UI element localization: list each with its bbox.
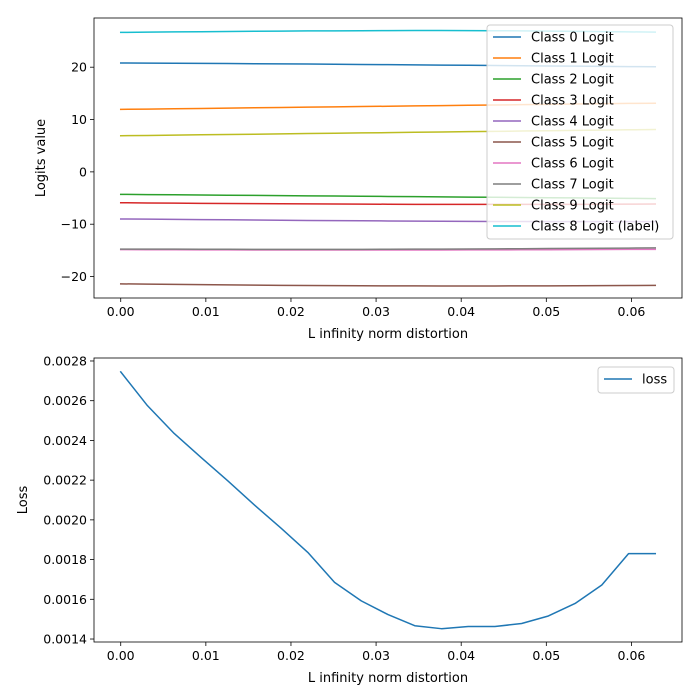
y-tick-label: 0.0028 bbox=[43, 353, 87, 368]
logits-x-ticks: 0.00 0.01 0.02 0.03 0.04 0.05 0.06 bbox=[107, 298, 646, 319]
loss-legend: loss bbox=[597, 366, 675, 394]
y-tick-label: 0 bbox=[79, 164, 87, 179]
x-tick-label: 0.06 bbox=[618, 304, 646, 319]
legend-label: Class 1 Logit bbox=[531, 52, 614, 67]
loss-y-ticks: 0.0014 0.0016 0.0018 0.0020 0.0022 0.0024 0.00… bbox=[43, 353, 94, 647]
logits-legend: Class 0 Logit Class 1 Logit Class 2 Logit C… bbox=[486, 24, 674, 240]
loss-chart: 0.00 0.01 0.02 0.03 0.04 0.05 0.06 0.00140.001… bbox=[16, 353, 683, 686]
x-tick-label: 0.00 bbox=[107, 648, 135, 663]
y-tick-label: 0.0014 bbox=[43, 632, 87, 647]
y-tick-label: 0.0016 bbox=[43, 592, 87, 607]
logits-x-axis-label: L infinity norm distortion bbox=[308, 327, 468, 342]
y-tick-label: 0.0018 bbox=[43, 552, 87, 567]
legend-label: Class 0 Logit bbox=[531, 31, 614, 46]
x-tick-label: 0.01 bbox=[192, 304, 220, 319]
legend-label: Class 5 Logit bbox=[531, 136, 614, 151]
series-line-class-7-logit bbox=[119, 247, 657, 251]
legend-label: Class 4 Logit bbox=[531, 115, 614, 130]
x-tick-label: 0.05 bbox=[532, 648, 560, 663]
x-tick-label: 0.06 bbox=[618, 648, 646, 663]
legend-label: Class 3 Logit bbox=[531, 94, 614, 109]
series-line-class-5-logit bbox=[119, 283, 657, 287]
x-tick-label: 0.03 bbox=[362, 648, 390, 663]
y-tick-label: 0.0024 bbox=[43, 433, 87, 448]
y-tick-label: 10 bbox=[71, 112, 87, 127]
x-tick-label: 0.02 bbox=[277, 304, 305, 319]
loss-x-ticks: 0.00 0.01 0.02 0.03 0.04 0.05 0.06 bbox=[107, 642, 646, 663]
loss-x-axis-label: L infinity norm distortion bbox=[308, 671, 468, 686]
series-line-loss bbox=[119, 370, 657, 630]
x-tick-label: 0.04 bbox=[447, 648, 475, 663]
y-tick-label: 0.0020 bbox=[43, 512, 87, 527]
legend-label: Class 9 Logit bbox=[531, 199, 614, 214]
legend-label: Class 7 Logit bbox=[531, 178, 614, 193]
y-tick-label: −10 bbox=[61, 217, 87, 232]
loss-plot-frame bbox=[93, 357, 683, 643]
logits-y-ticks: −20 −10 0 10 20 bbox=[61, 60, 94, 284]
x-tick-label: 0.01 bbox=[192, 648, 220, 663]
y-tick-label: −20 bbox=[61, 269, 87, 284]
y-tick-label: 20 bbox=[71, 60, 87, 75]
y-tick-label: 0.0026 bbox=[43, 393, 87, 408]
legend-label: Class 6 Logit bbox=[531, 157, 614, 172]
logits-plot-frame bbox=[93, 17, 683, 299]
logits-y-axis-label: Logits value bbox=[34, 119, 49, 197]
x-tick-label: 0.00 bbox=[107, 304, 135, 319]
x-tick-label: 0.02 bbox=[277, 648, 305, 663]
legend-label: Class 2 Logit bbox=[531, 73, 614, 88]
loss-y-axis-label: Loss bbox=[16, 486, 31, 515]
x-tick-label: 0.05 bbox=[532, 304, 560, 319]
x-tick-label: 0.03 bbox=[362, 304, 390, 319]
legend-box bbox=[486, 24, 674, 240]
legend-box bbox=[597, 366, 675, 394]
legend-label: Class 8 Logit (label) bbox=[531, 220, 659, 235]
x-tick-label: 0.04 bbox=[447, 304, 475, 319]
logits-chart: 0.00 0.01 0.02 0.03 0.04 0.05 0.06 −20 −10 0 10 20… bbox=[34, 17, 683, 342]
loss-series-group bbox=[119, 370, 657, 630]
y-tick-label: 0.0022 bbox=[43, 473, 87, 488]
legend-label: loss bbox=[642, 373, 667, 388]
